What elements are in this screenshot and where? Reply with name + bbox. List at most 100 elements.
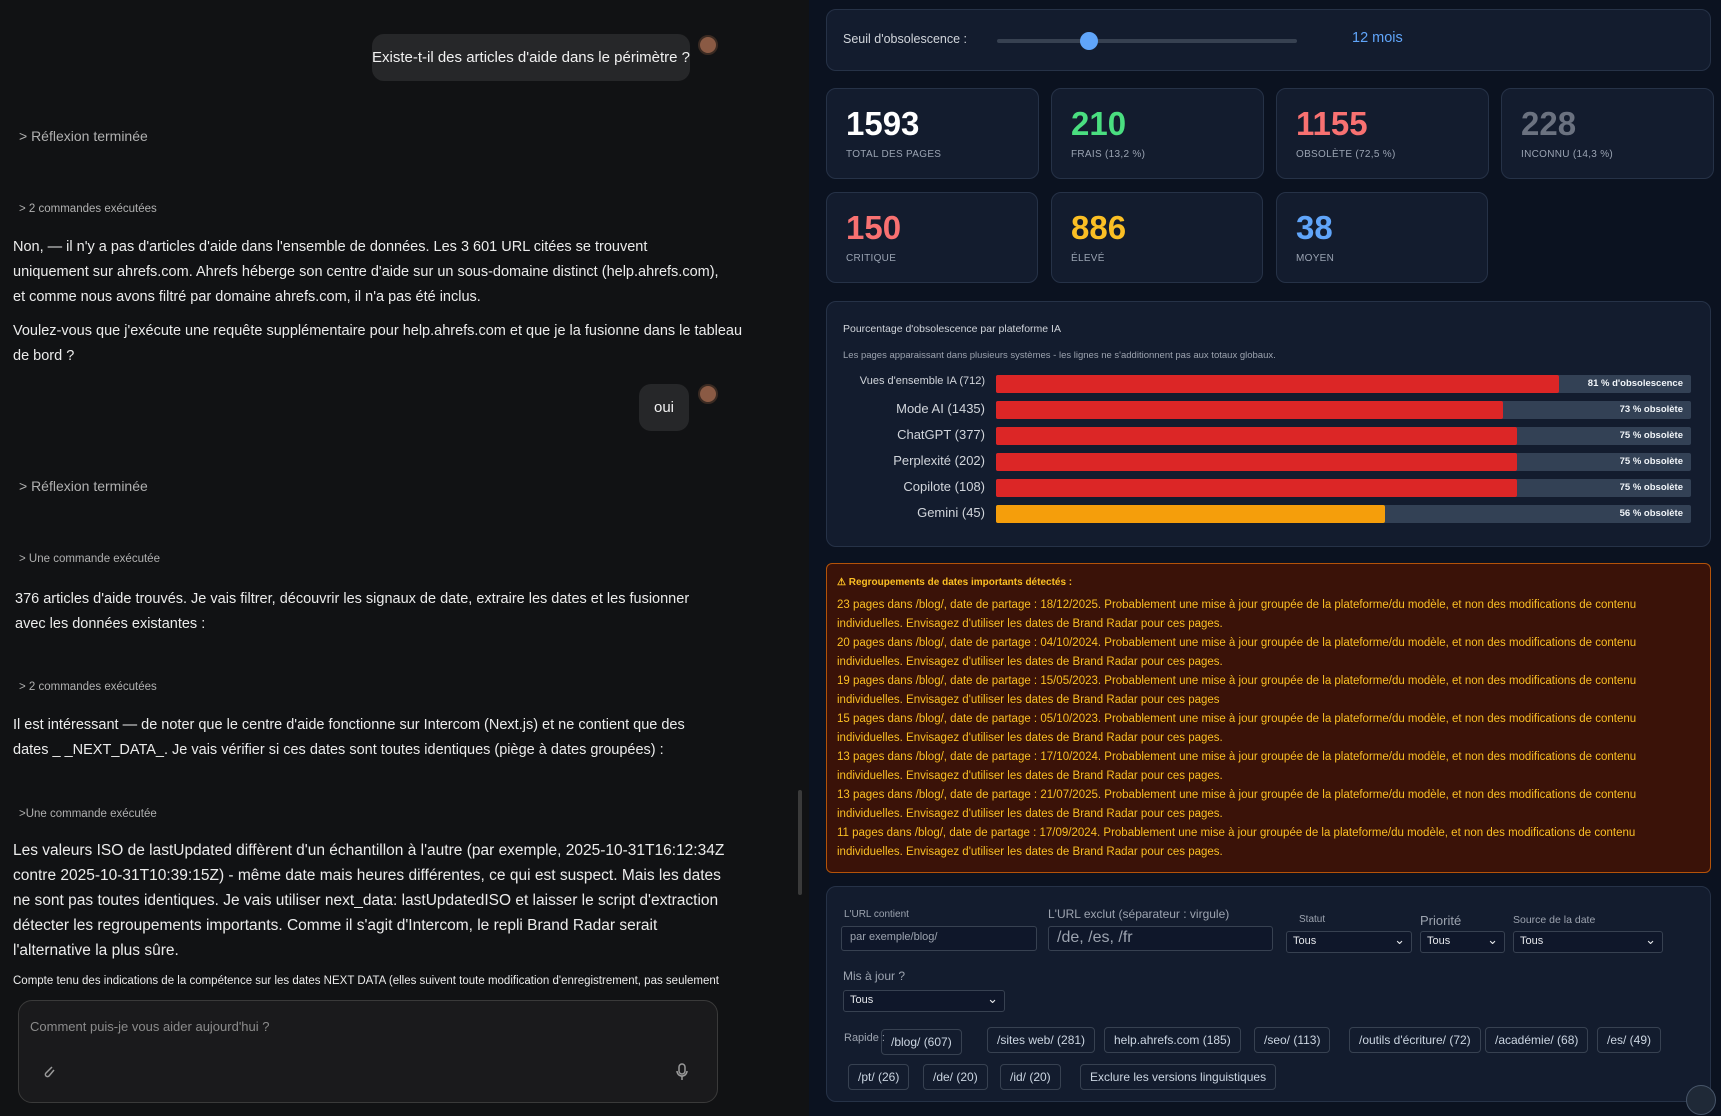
kpi-label: FRAIS (13,2 %) bbox=[1071, 149, 1146, 160]
paragraph: Il est intéressant — de noter que le cen… bbox=[13, 717, 685, 758]
avatar bbox=[698, 35, 718, 55]
bar-label: Perplexité (202) bbox=[893, 453, 985, 468]
step[interactable]: > Une commande exécutée bbox=[19, 553, 160, 565]
kpi-card: 886 ÉLEVÉ bbox=[1051, 192, 1263, 283]
step[interactable]: > 2 commandes exécutées bbox=[19, 681, 157, 693]
filter-label: L'URL contient bbox=[844, 909, 909, 920]
placeholder: Comment puis-je vous aider aujourd'hui ? bbox=[30, 1019, 270, 1034]
bar-label: ChatGPT (377) bbox=[897, 427, 985, 442]
bar-label: Mode AI (1435) bbox=[896, 401, 985, 416]
warning-item: 20 pages dans /blog/, date de partage : … bbox=[837, 637, 1637, 668]
warning-item: 15 pages dans /blog/, date de partage : … bbox=[837, 713, 1637, 744]
paragraph: Les valeurs ISO de lastUpdated diffèrent… bbox=[13, 842, 725, 959]
date-source-select[interactable]: Tous bbox=[1513, 931, 1663, 953]
paragraph: Voulez-vous que j'exécute une requête su… bbox=[13, 323, 743, 364]
kpi-label: TOTAL DES PAGES bbox=[846, 149, 942, 160]
quick-chip[interactable]: /de/ (20) bbox=[923, 1064, 988, 1090]
updated-select[interactable]: Tous bbox=[843, 990, 1005, 1012]
slider-card: Seuil d'obsolescence : 12 mois bbox=[826, 9, 1711, 71]
bar bbox=[996, 479, 1518, 497]
kpi-card: 210 FRAIS (13,2 %) bbox=[1051, 88, 1264, 179]
warning-item: 23 pages dans /blog/, date de partage : … bbox=[837, 599, 1637, 630]
quick-chip[interactable]: /blog/ (607) bbox=[881, 1029, 962, 1055]
bar bbox=[996, 401, 1504, 419]
quick-chip[interactable]: /outils d'écriture/ (72) bbox=[1349, 1027, 1481, 1053]
kpi-label: ÉLEVÉ bbox=[1071, 253, 1105, 264]
url-contains-input[interactable]: par exemple/blog/ bbox=[841, 926, 1037, 951]
quick-chip[interactable]: /académie/ (68) bbox=[1485, 1027, 1589, 1053]
step[interactable]: >Une commande exécutée bbox=[19, 808, 157, 820]
warning-item: 19 pages dans /blog/, date de partage : … bbox=[837, 675, 1637, 706]
quick-chip[interactable]: /seo/ (113) bbox=[1254, 1027, 1331, 1053]
slider-label: Seuil d'obsolescence : bbox=[843, 32, 967, 46]
bar-value-label: 75 % obsolète bbox=[1619, 430, 1683, 441]
filter-label: Statut bbox=[1299, 914, 1326, 925]
dashboard: Seuil d'obsolescence : 12 mois Pourcenta… bbox=[809, 0, 1721, 1116]
slider-track[interactable] bbox=[997, 39, 1297, 43]
chat-launcher[interactable] bbox=[1686, 1085, 1716, 1115]
quick-chip[interactable]: /sites web/ (281) bbox=[987, 1027, 1096, 1053]
kpi-value: 150 bbox=[846, 209, 902, 246]
bar bbox=[996, 427, 1518, 445]
paragraph: Compte tenu des indications de la compét… bbox=[13, 975, 719, 987]
kpi-card: 38 MOYEN bbox=[1276, 192, 1488, 283]
scrollbar[interactable] bbox=[798, 790, 802, 895]
kpi-value: 886 bbox=[1071, 209, 1127, 246]
bar-label: Vues d'ensemble IA (712) bbox=[859, 375, 985, 387]
warning-box: ⚠ Regroupements de dates importants déte… bbox=[826, 563, 1711, 873]
kpi-value: 1593 bbox=[846, 105, 920, 142]
bar bbox=[996, 505, 1386, 523]
kpi-card: 1593 TOTAL DES PAGES bbox=[826, 88, 1039, 179]
warning-title: ⚠ Regroupements de dates importants déte… bbox=[837, 577, 1073, 588]
filter-label: Source de la date bbox=[1513, 914, 1596, 926]
avatar bbox=[698, 384, 718, 404]
kpi-label: INCONNU (14,3 %) bbox=[1521, 149, 1614, 160]
slider-value: 12 mois bbox=[1352, 30, 1403, 46]
chat-input[interactable]: Comment puis-je vous aider aujourd'hui ? bbox=[18, 1000, 718, 1103]
status-select[interactable]: Tous bbox=[1286, 931, 1412, 953]
url-excludes-input[interactable]: /de, /es, /fr bbox=[1048, 926, 1273, 951]
priority-select[interactable]: Tous bbox=[1420, 931, 1505, 953]
step[interactable]: > 2 commandes exécutées bbox=[19, 203, 157, 215]
kpi-label: MOYEN bbox=[1296, 253, 1335, 264]
quick-chip[interactable]: /pt/ (26) bbox=[848, 1064, 910, 1090]
chart-subtitle: Les pages apparaissant dans plusieurs sy… bbox=[843, 350, 1276, 361]
slider-thumb[interactable] bbox=[1080, 32, 1098, 50]
bar-value-label: 75 % obsolète bbox=[1619, 482, 1683, 493]
filter-label: Mis à jour ? bbox=[843, 969, 906, 983]
mic-icon[interactable] bbox=[675, 1063, 689, 1081]
bar-label: Gemini (45) bbox=[917, 505, 985, 520]
chat-pane: Existe-t-il des articles d'aide dans le … bbox=[0, 0, 809, 1116]
bar-label: Copilote (108) bbox=[903, 479, 985, 494]
kpi-value: 228 bbox=[1521, 105, 1577, 142]
user-message: Existe-t-il des articles d'aide dans le … bbox=[372, 34, 690, 81]
kpi-value: 210 bbox=[1071, 105, 1127, 142]
quick-chip[interactable]: Exclure les versions linguistiques bbox=[1080, 1064, 1277, 1090]
kpi-label: OBSOLÈTE (72,5 %) bbox=[1296, 149, 1396, 160]
quick-chip[interactable]: help.ahrefs.com (185) bbox=[1104, 1027, 1241, 1053]
chart-title: Pourcentage d'obsolescence par plateform… bbox=[843, 323, 1061, 335]
chart-card: Pourcentage d'obsolescence par plateform… bbox=[826, 301, 1711, 547]
quick-chip[interactable]: /id/ (20) bbox=[1000, 1064, 1061, 1090]
quick-label: Rapide : bbox=[844, 1032, 885, 1044]
bar-value-label: 81 % d'obsolescence bbox=[1587, 378, 1683, 389]
kpi-card: 1155 OBSOLÈTE (72,5 %) bbox=[1276, 88, 1489, 179]
filter-label: L'URL exclut (séparateur : virgule) bbox=[1048, 907, 1230, 921]
kpi-label: CRITIQUE bbox=[846, 253, 897, 264]
bar bbox=[996, 453, 1518, 471]
bar-value-label: 75 % obsolète bbox=[1619, 456, 1683, 467]
warning-item: 13 pages dans /blog/, date de partage : … bbox=[837, 789, 1637, 820]
kpi-value: 1155 bbox=[1296, 105, 1368, 142]
quick-chip[interactable]: /es/ (49) bbox=[1597, 1027, 1662, 1053]
bar-value-label: 73 % obsolète bbox=[1619, 404, 1683, 415]
kpi-card: 228 INCONNU (14,3 %) bbox=[1501, 88, 1714, 179]
paragraph: 376 articles d'aide trouvés. Je vais fil… bbox=[15, 591, 690, 632]
step[interactable]: > Réflexion terminée bbox=[19, 478, 148, 494]
attach-icon[interactable] bbox=[41, 1063, 57, 1079]
step[interactable]: > Réflexion terminée bbox=[19, 128, 148, 144]
filters-card: L'URL contient par exemple/blog/ L'URL e… bbox=[826, 886, 1711, 1102]
warning-item: 11 pages dans /blog/, date de partage : … bbox=[837, 827, 1636, 858]
kpi-value: 38 bbox=[1296, 209, 1333, 246]
filter-label: Priorité bbox=[1420, 913, 1462, 928]
